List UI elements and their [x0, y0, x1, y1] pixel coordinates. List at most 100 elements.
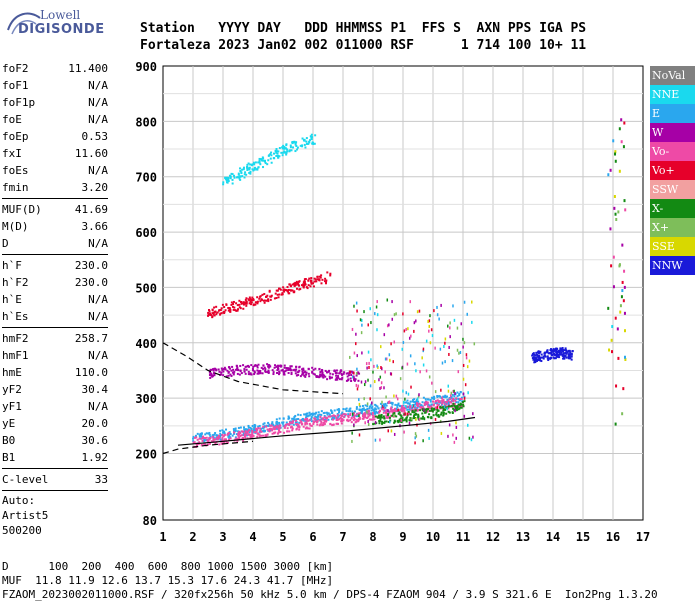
data-point	[425, 339, 428, 343]
data-point	[355, 420, 358, 423]
data-point	[207, 443, 210, 446]
data-point	[359, 318, 362, 322]
data-point	[392, 413, 395, 416]
data-point	[341, 418, 344, 421]
data-point	[258, 297, 261, 300]
data-point	[448, 423, 451, 427]
data-point	[561, 348, 564, 351]
data-point	[539, 356, 542, 359]
data-point	[267, 159, 270, 162]
data-point	[347, 414, 350, 417]
data-point	[355, 372, 358, 376]
data-point	[303, 413, 306, 416]
data-point	[275, 297, 278, 300]
data-point	[394, 420, 397, 423]
data-point	[373, 415, 376, 418]
data-point	[281, 421, 284, 424]
data-point	[427, 408, 430, 411]
x-tick-label: 17	[636, 530, 650, 544]
data-point	[546, 349, 549, 352]
data-point	[297, 417, 300, 420]
param-name: B1	[2, 451, 16, 464]
data-point	[229, 310, 232, 313]
data-point	[370, 321, 372, 325]
data-point	[366, 416, 369, 419]
data-point	[366, 410, 368, 414]
data-point	[414, 441, 416, 445]
data-point	[200, 437, 203, 440]
data-point	[278, 423, 281, 426]
data-point	[219, 313, 222, 316]
data-point	[450, 391, 453, 395]
data-point	[194, 434, 197, 437]
data-point	[462, 403, 465, 406]
data-point	[404, 397, 406, 401]
data-point	[533, 357, 536, 360]
data-point	[360, 331, 363, 335]
data-point	[623, 355, 626, 359]
data-point	[269, 153, 272, 156]
data-point	[286, 290, 289, 293]
data-point	[316, 423, 319, 426]
legend-item: X-	[650, 199, 695, 218]
data-point	[225, 375, 228, 378]
data-point	[281, 292, 284, 295]
data-point	[385, 412, 388, 415]
data-point	[295, 280, 298, 283]
polarization-legend: NoVal NNE E W Vo- Vo+ SSW X- X+ SSE NNW	[650, 66, 695, 275]
data-point	[415, 407, 418, 410]
data-point	[425, 401, 428, 404]
data-point	[259, 372, 262, 375]
data-point	[388, 400, 391, 404]
data-point	[283, 372, 286, 375]
data-point	[612, 285, 615, 289]
data-point	[351, 439, 353, 443]
x-tick-label: 4	[249, 530, 256, 544]
data-point	[347, 416, 350, 419]
data-point	[302, 367, 305, 370]
data-point	[370, 406, 373, 409]
data-point	[282, 286, 285, 289]
data-point	[289, 369, 292, 372]
data-point	[399, 405, 402, 408]
data-point	[274, 292, 277, 295]
data-point	[357, 412, 360, 415]
data-point	[413, 329, 415, 333]
data-point	[471, 300, 473, 304]
data-point	[434, 417, 437, 421]
data-point	[356, 413, 359, 416]
data-point	[257, 161, 260, 164]
data-point	[285, 153, 288, 156]
data-point	[215, 305, 218, 308]
separator	[2, 468, 108, 469]
data-point	[353, 414, 356, 417]
data-point	[256, 300, 259, 303]
data-point	[460, 403, 463, 406]
param-name: yF2	[2, 383, 22, 396]
data-point	[271, 421, 274, 424]
data-point	[251, 168, 254, 171]
data-point	[451, 359, 454, 363]
data-point	[289, 367, 292, 370]
data-point	[428, 413, 431, 416]
data-point	[428, 405, 431, 408]
data-point	[240, 430, 243, 433]
header-line1: Station YYYY DAY DDD HHMMSS P1 FFS S AXN…	[140, 21, 587, 36]
data-point	[363, 383, 366, 387]
data-point	[287, 415, 290, 418]
data-point	[302, 425, 305, 428]
data-point	[267, 300, 270, 303]
data-point	[413, 411, 416, 414]
data-point	[200, 434, 203, 437]
data-point	[217, 438, 220, 441]
data-point	[342, 372, 345, 375]
data-point	[211, 434, 214, 437]
data-point	[367, 419, 369, 423]
data-point	[360, 410, 363, 413]
data-point	[404, 401, 407, 404]
data-point	[411, 406, 414, 409]
data-point	[380, 345, 382, 349]
data-point	[304, 375, 307, 378]
data-point	[260, 159, 263, 162]
data-point	[349, 370, 351, 374]
